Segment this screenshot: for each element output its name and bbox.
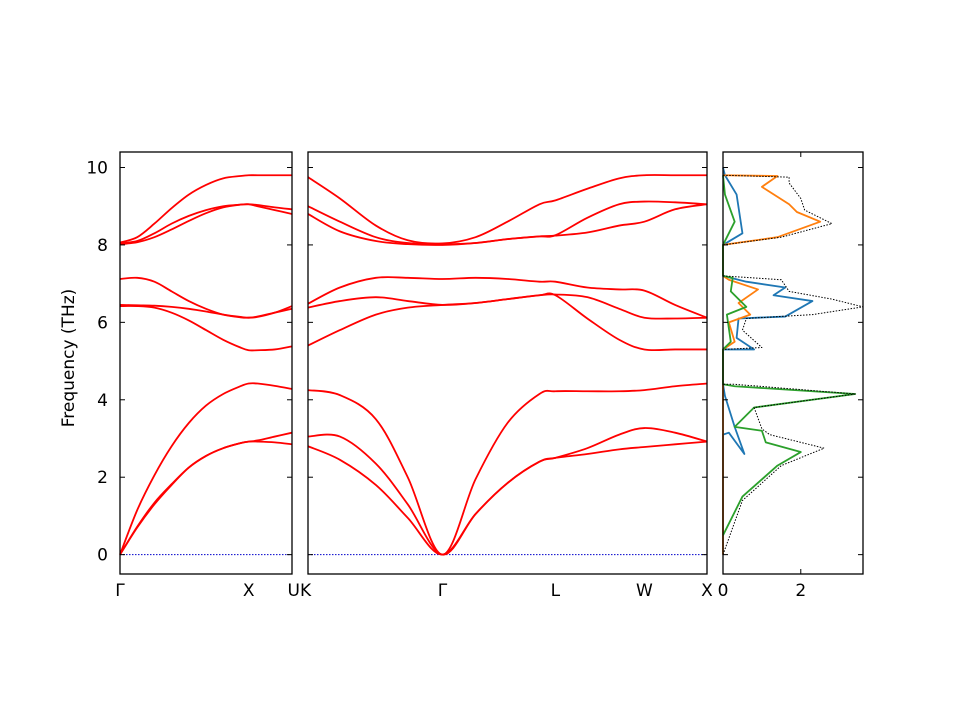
partial-dos-curve-3 [722, 175, 857, 536]
phonon-band-6 [119, 276, 293, 319]
panel-frame [307, 151, 708, 575]
phonon-band-1 [307, 440, 708, 556]
path-label: X [243, 581, 255, 601]
path-label: Γ [438, 581, 448, 601]
partial-dos-curve-1 [722, 167, 814, 555]
phonon-band-8 [119, 203, 293, 245]
path-label: L [551, 581, 561, 601]
phonon-band-2 [307, 427, 708, 556]
path-label: Γ [115, 581, 125, 601]
partial-dos-curve-2 [722, 174, 822, 555]
phonon-band-4 [307, 292, 707, 352]
path-label: U [288, 581, 300, 601]
y-axis-title: Frequency (THz) [59, 289, 79, 428]
x-tick-label: 2 [795, 581, 806, 601]
panel-frame [722, 151, 864, 575]
phonon-band-9 [307, 174, 707, 245]
y-tick-label: 4 [97, 391, 108, 411]
path-label: K [300, 581, 312, 601]
band-structure-left-panel: 0 2 4 6 8 10 Γ X U [86, 151, 300, 601]
y-tick-label: 6 [97, 313, 108, 333]
y-tick-label: 10 [86, 158, 108, 178]
path-label: X [701, 581, 713, 601]
phonon-band-3 [119, 382, 293, 555]
path-label: W [636, 581, 653, 601]
phonon-band-7 [119, 203, 293, 246]
x-tick-label: 0 [718, 581, 729, 601]
phonon-band-5 [307, 293, 708, 320]
panel-frame [119, 151, 293, 575]
y-tick-label: 2 [97, 468, 108, 488]
y-tick-label: 8 [97, 236, 108, 256]
phonon-band-6 [307, 276, 708, 319]
phonon-band-2 [119, 431, 293, 556]
phonon-band-9 [119, 174, 292, 244]
phonon-band-3 [307, 382, 708, 556]
y-tick-label: 0 [97, 546, 108, 566]
phonon-band-4 [119, 305, 293, 352]
phonon-band-8 [307, 200, 708, 246]
phonon-band-1 [119, 440, 293, 556]
total-dos-curve [722, 174, 864, 555]
